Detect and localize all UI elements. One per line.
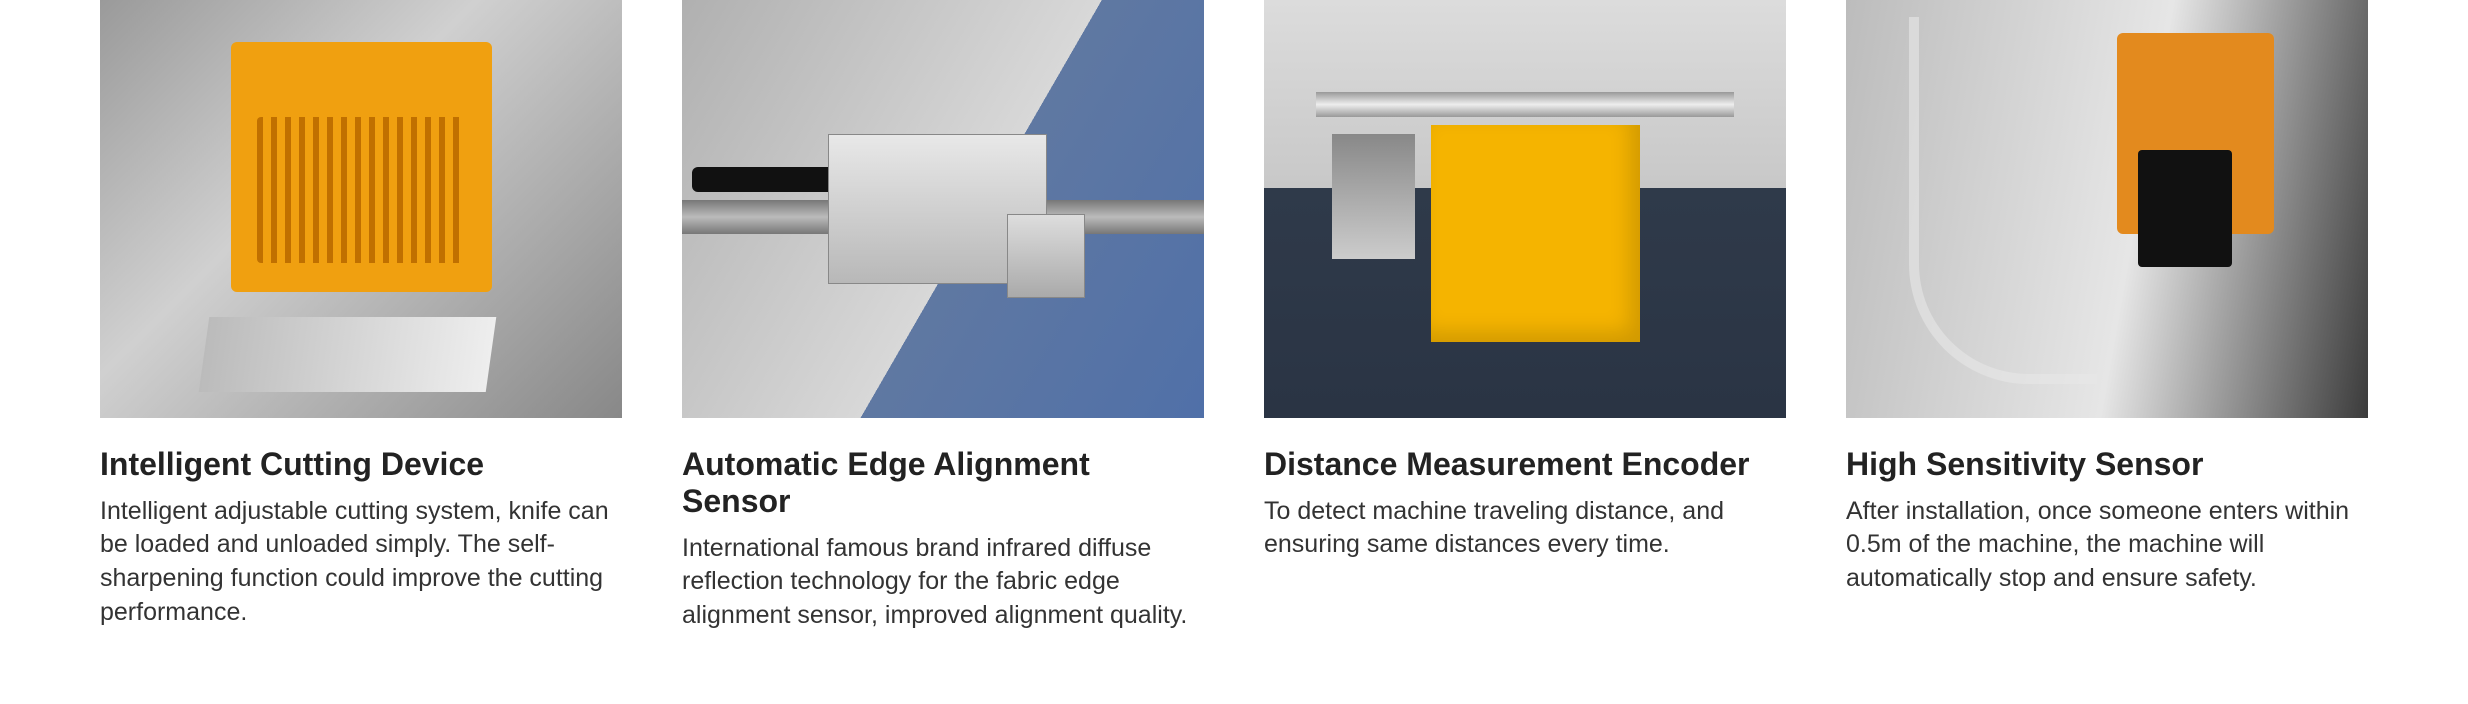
feature-card-safety-sensor: High Sensitivity Sensor After installati… [1846,0,2368,633]
feature-image-safety-sensor [1846,0,2368,418]
feature-title: High Sensitivity Sensor [1846,446,2368,483]
feature-description: To detect machine traveling distance, an… [1264,495,1786,563]
feature-description: After installation, once someone enters … [1846,495,2368,596]
feature-image-edge-sensor [682,0,1204,418]
feature-image-cutting [100,0,622,418]
feature-card-cutting: Intelligent Cutting Device Intelligent a… [100,0,622,633]
feature-image-encoder [1264,0,1786,418]
features-row: Intelligent Cutting Device Intelligent a… [100,0,2368,633]
feature-description: International famous brand infrared diff… [682,532,1204,633]
feature-title: Intelligent Cutting Device [100,446,622,483]
feature-title: Automatic Edge Alignment Sensor [682,446,1204,520]
feature-card-edge-sensor: Automatic Edge Alignment Sensor Internat… [682,0,1204,633]
feature-card-encoder: Distance Measurement Encoder To detect m… [1264,0,1786,633]
feature-title: Distance Measurement Encoder [1264,446,1786,483]
feature-description: Intelligent adjustable cutting system, k… [100,495,622,630]
